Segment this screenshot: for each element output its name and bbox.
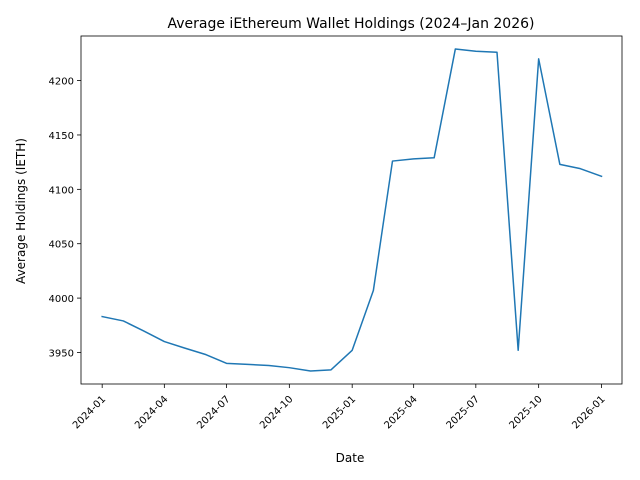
x-tick-label: 2026-01 <box>570 394 607 431</box>
y-tick-label: 4100 <box>49 185 74 196</box>
y-tick-label: 3950 <box>49 348 74 359</box>
x-tick-label: 2025-10 <box>507 394 544 431</box>
y-tick-label: 4050 <box>49 240 74 251</box>
x-tick-label: 2024-04 <box>133 394 170 431</box>
series-line-1 <box>101 48 603 372</box>
x-tick-label: 2025-04 <box>382 394 419 431</box>
x-tick-label: 2025-07 <box>445 394 482 431</box>
x-tick-label: 2024-01 <box>71 394 108 431</box>
y-tick-label: 4000 <box>49 294 74 305</box>
plot-area: 3950 4000 4050 4100 4150 4200 2024-01 2024-04 20… <box>49 35 623 431</box>
x-tick-label: 2025-01 <box>321 394 358 431</box>
x-tick-label: 2024-07 <box>195 394 232 431</box>
x-tick-label: 2024-10 <box>258 394 295 431</box>
plot-frame <box>80 35 623 385</box>
x-axis-label: Date <box>336 451 365 465</box>
y-tick-label: 4200 <box>49 77 74 88</box>
y-tick-label: 4150 <box>49 131 74 142</box>
y-axis-label: Average Holdings (IETH) <box>14 138 28 284</box>
chart-title: Average iEthereum Wallet Holdings (2024–… <box>167 16 534 32</box>
